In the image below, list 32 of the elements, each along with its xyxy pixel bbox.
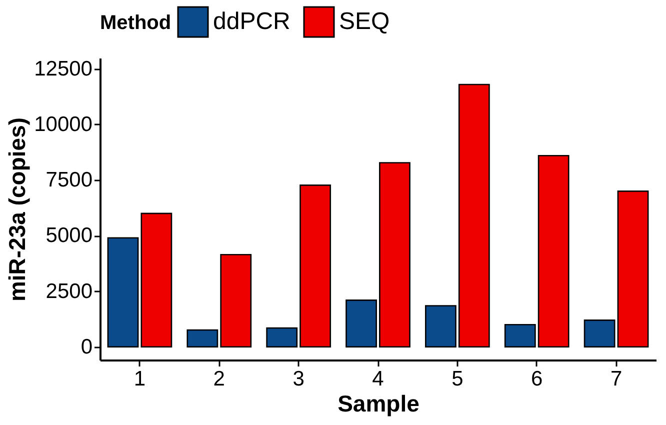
- bar: [538, 154, 570, 348]
- bar: [617, 190, 649, 348]
- y-tick-label: 2500: [46, 280, 92, 303]
- y-tick-label: 12500: [34, 57, 92, 80]
- x-axis-title: Sample: [338, 390, 420, 416]
- bar: [458, 84, 490, 348]
- bar: [107, 237, 139, 348]
- legend-title: Method: [100, 12, 172, 34]
- bar: [379, 162, 410, 348]
- x-tick-label: 4: [372, 368, 384, 390]
- legend-label: ddPCR: [213, 8, 290, 35]
- x-tick-label: 1: [134, 368, 146, 390]
- x-tick-label: 3: [292, 368, 304, 390]
- x-tick-label: 6: [531, 368, 543, 390]
- x-tick-label: 7: [610, 368, 622, 390]
- bar: [425, 305, 456, 348]
- bar: [346, 300, 377, 348]
- y-tick-label: 5000: [46, 224, 92, 248]
- x-tick-label: 5: [452, 368, 464, 390]
- bar: [504, 324, 536, 348]
- bar: [584, 320, 616, 348]
- y-tick-label: 7500: [46, 168, 92, 192]
- bar: [140, 212, 172, 348]
- y-axis-title: miR-23a (copies): [4, 117, 30, 302]
- bar: [220, 254, 252, 348]
- x-tick-label: 2: [213, 368, 225, 390]
- bar: [266, 327, 298, 348]
- y-tick-label: 0: [80, 335, 92, 358]
- bar: [186, 329, 218, 348]
- bar: [300, 184, 331, 348]
- legend-label: SEQ: [339, 8, 390, 35]
- y-tick-label: 10000: [34, 112, 92, 136]
